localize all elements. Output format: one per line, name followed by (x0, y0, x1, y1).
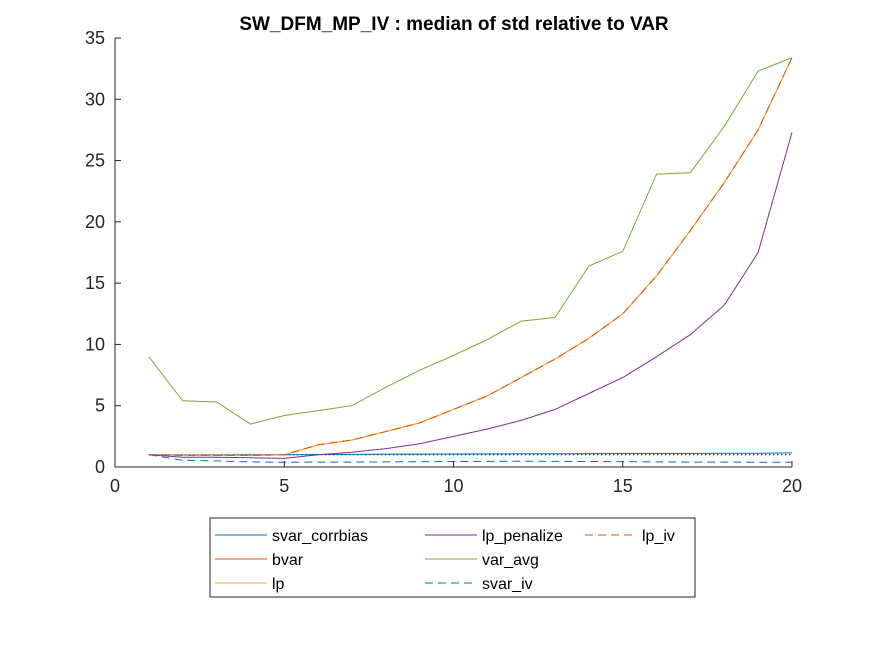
x-tick-label: 10 (443, 476, 463, 496)
y-tick-label: 25 (85, 151, 105, 171)
series-line-svar_iv (148, 454, 792, 463)
legend-box (209, 517, 696, 598)
y-tick-label: 5 (95, 396, 105, 416)
legend-label-svar_corrbias: svar_corrbias (272, 528, 368, 545)
legend-label-var_avg: var_avg (482, 552, 539, 569)
y-tick-label: 20 (85, 212, 105, 232)
plot-area (148, 57, 793, 463)
legend-label-lp: lp (272, 576, 285, 593)
series-line-var_avg (148, 57, 793, 425)
y-tick-label: 35 (85, 28, 105, 48)
series-line-bvar (148, 57, 793, 456)
series-line-lp_penalize (148, 132, 793, 459)
chart-title: SW_DFM_MP_IV : median of std relative to… (239, 14, 669, 35)
axes: 0 5 10 15 20 25 30 35 0 5 10 15 20 (85, 28, 802, 496)
x-tick-label: 0 (110, 476, 120, 496)
legend-label-lp_penalize: lp_penalize (482, 528, 563, 545)
x-tick-label: 15 (613, 476, 633, 496)
x-tick-label: 20 (782, 476, 802, 496)
y-tick-label: 10 (85, 334, 105, 354)
series-line-lp (148, 57, 793, 456)
series-line-svar_corrbias (148, 452, 793, 456)
legend-label-lp_iv: lp_iv (642, 528, 675, 545)
series-line-lp_iv (148, 57, 793, 456)
legend-label-bvar: bvar (272, 552, 304, 569)
x-tick-label: 5 (279, 476, 289, 496)
y-tick-label: 15 (85, 273, 105, 293)
y-tick-label: 0 (95, 457, 105, 477)
y-tick-label: 30 (85, 89, 105, 109)
legend-label-svar_iv: svar_iv (482, 576, 533, 593)
